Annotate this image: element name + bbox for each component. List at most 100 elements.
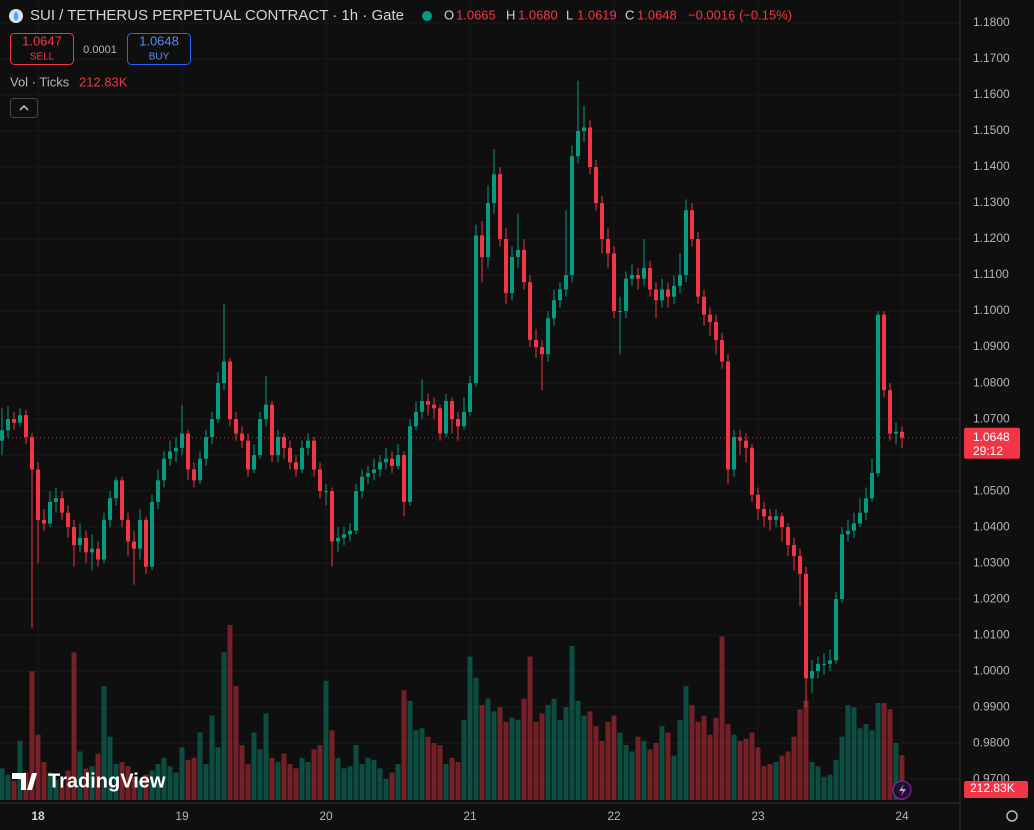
candle-body (875, 314, 880, 474)
candle-body (773, 516, 778, 520)
candle-body (65, 512, 70, 528)
candle-body (743, 440, 748, 448)
candle-body (593, 167, 598, 204)
price-change: −0.0016 (−0.15%) (688, 7, 792, 22)
volume-bar (377, 768, 383, 800)
volume-bar (383, 778, 389, 800)
volume-bar (689, 705, 695, 800)
candle-body (209, 419, 214, 438)
candle-body (485, 203, 490, 258)
candle-body (683, 210, 688, 276)
volume-bar (209, 715, 215, 800)
candle-body (167, 451, 172, 459)
candle-body (71, 527, 76, 546)
volume-bar (395, 764, 401, 800)
volume-bar (353, 745, 359, 800)
volume-bar (881, 702, 887, 800)
candle-body (341, 534, 346, 538)
volume-bar (161, 757, 167, 800)
volume-bar (461, 719, 467, 800)
volume-bar (455, 762, 461, 800)
candle-body (329, 491, 334, 542)
candle-body (281, 437, 286, 448)
candle-body (575, 131, 580, 157)
volume-bar (107, 736, 113, 800)
candle-body (53, 498, 58, 502)
candle-body (125, 519, 130, 542)
settings-icon[interactable] (1006, 810, 1018, 822)
candle-body (191, 469, 196, 481)
y-tick-label: 1.0200 (973, 591, 1010, 605)
candle-body (443, 401, 448, 434)
volume-bar (413, 730, 419, 800)
volume-bar (167, 766, 173, 800)
candle-body (533, 339, 538, 348)
volume-bar (719, 636, 725, 800)
volume-bar (647, 749, 653, 800)
candle-body (287, 447, 292, 463)
candle-body (491, 174, 496, 204)
candle-body (431, 404, 436, 409)
volume-bar (479, 705, 485, 800)
volume-bar (437, 745, 443, 800)
buy-button[interactable] (127, 33, 191, 65)
volume-bar (695, 721, 701, 800)
volume-bar (425, 736, 431, 800)
candle-body (479, 235, 484, 258)
collapse-button[interactable] (10, 98, 38, 118)
candle-body (617, 311, 622, 313)
candle-body (851, 523, 856, 531)
candle-body (845, 530, 850, 535)
volume-bar (119, 762, 125, 800)
volume-bar (851, 707, 857, 800)
candle-body (275, 437, 280, 456)
volume-bar (563, 707, 569, 800)
candle-body (95, 548, 100, 560)
candle-body (323, 491, 328, 493)
y-tick-label: 1.1300 (973, 195, 1010, 209)
candle-body (83, 537, 88, 553)
candle-body (437, 408, 442, 434)
y-tick-label: 1.1200 (973, 231, 1010, 245)
candle-body (395, 455, 400, 466)
volume-bar (83, 768, 89, 800)
candle-body (335, 537, 340, 542)
candle-body (611, 253, 616, 312)
ohlc-label: L (566, 7, 573, 22)
candle-body (689, 210, 694, 240)
volume-bar (731, 734, 737, 800)
candle-body (269, 404, 274, 456)
volume-bar (665, 732, 671, 800)
candle-body (545, 318, 550, 355)
volume-bar (707, 734, 713, 800)
volume-bar (749, 732, 755, 800)
candle-body (311, 440, 316, 470)
volume-bar (821, 776, 827, 800)
volume-bar (371, 759, 377, 800)
volume-bar (17, 740, 23, 800)
volume-bar (599, 740, 605, 800)
candle-body (497, 174, 502, 240)
candle-body (815, 663, 820, 672)
volume-label-box (964, 781, 1028, 798)
candle-body (293, 462, 298, 470)
y-tick-label: 1.0500 (973, 483, 1010, 497)
y-tick-label: 1.1000 (973, 303, 1010, 317)
volume-bar (569, 645, 575, 800)
volume-bar (533, 721, 539, 800)
candle-body (107, 498, 112, 520)
candle-body (701, 296, 706, 315)
volume-bar (323, 680, 329, 800)
volume-bar (623, 745, 629, 800)
volume-bar (629, 751, 635, 800)
sell-button[interactable] (10, 33, 74, 65)
candle-body (461, 411, 466, 427)
volume-bar (227, 624, 233, 800)
volume-bar (803, 700, 809, 800)
y-tick-label: 1.1100 (973, 267, 1009, 281)
volume-bar (443, 764, 449, 800)
candle-body (407, 426, 412, 502)
volume-bar (509, 717, 515, 800)
candle-body (365, 473, 370, 477)
